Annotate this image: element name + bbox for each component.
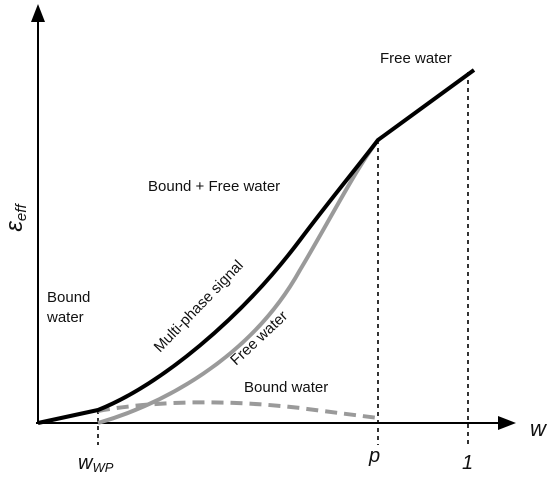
y-axis-symbol: ε	[1, 221, 28, 232]
tick-wwp: wWP	[78, 452, 114, 475]
y-axis-subscript: eff	[13, 203, 30, 222]
x-axis-label: w	[530, 416, 548, 441]
x-axis-arrow	[498, 416, 516, 430]
tick-porosity: p	[368, 445, 380, 467]
multiphase-curve	[37, 68, 476, 425]
bound-free-region-label: Bound + Free water	[148, 178, 280, 195]
free-water-curve-label: Free water	[227, 308, 291, 369]
bound-water-curve-label: Bound water	[244, 379, 328, 396]
free-water-curve	[97, 138, 380, 425]
svg-text:εeff: εeff	[1, 203, 30, 232]
tick-wwp-main: w	[78, 452, 94, 474]
y-axis-arrow	[31, 4, 45, 22]
y-axis-label: εeff	[1, 203, 30, 232]
free-water-region-label: Free water	[380, 50, 452, 67]
tick-wwp-sub: WP	[92, 460, 113, 475]
tick-one: 1	[462, 452, 473, 474]
multiphase-curve-label: Multi-phase signal	[151, 257, 247, 356]
bound-water-region-label-1: Bound	[47, 289, 90, 306]
bound-water-region-label-2: water	[46, 309, 84, 326]
